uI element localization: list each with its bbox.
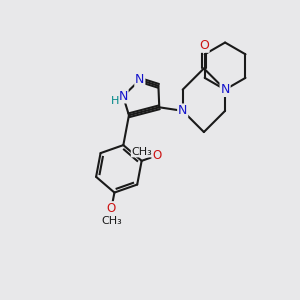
Text: O: O — [199, 39, 209, 52]
Text: H: H — [111, 96, 119, 106]
Text: N: N — [178, 104, 188, 117]
Text: N: N — [220, 83, 230, 96]
Text: CH₃: CH₃ — [101, 216, 122, 226]
Text: O: O — [152, 149, 162, 162]
Text: CH₃: CH₃ — [131, 147, 152, 157]
Text: O: O — [107, 202, 116, 215]
Text: N: N — [135, 74, 145, 86]
Text: N: N — [118, 90, 128, 103]
